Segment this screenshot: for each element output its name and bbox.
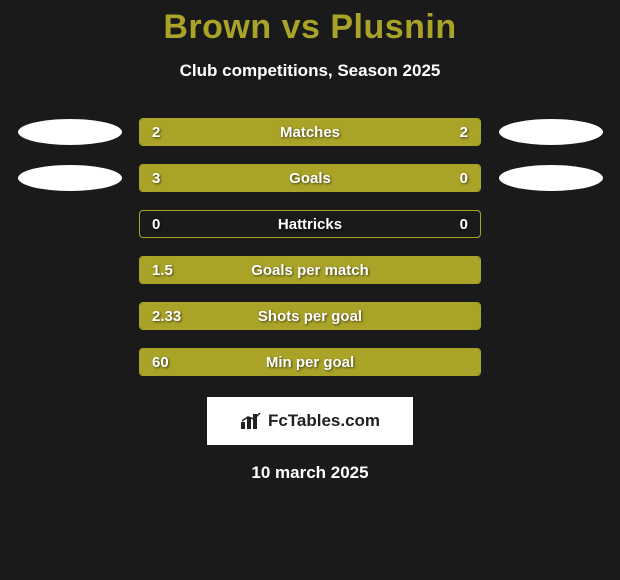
date-label: 10 march 2025 xyxy=(0,463,620,483)
logo-text: FcTables.com xyxy=(268,411,380,431)
bar-col: 2.33Shots per goal xyxy=(139,302,481,330)
stat-row: 22Matches xyxy=(0,109,620,155)
bar-col: 1.5Goals per match xyxy=(139,256,481,284)
bar-col: 00Hattricks xyxy=(139,210,481,238)
bar-col: 30Goals xyxy=(139,164,481,192)
bar-col: 22Matches xyxy=(139,118,481,146)
stat-bar: 2.33Shots per goal xyxy=(139,302,481,330)
stat-bar: 1.5Goals per match xyxy=(139,256,481,284)
avatar-col-left xyxy=(0,119,139,145)
subtitle: Club competitions, Season 2025 xyxy=(0,61,620,81)
player-avatar-left xyxy=(18,119,122,145)
stat-row: 30Goals xyxy=(0,155,620,201)
logo-box[interactable]: FcTables.com xyxy=(207,397,413,445)
avatar-col-left xyxy=(0,165,139,191)
stat-row: 00Hattricks xyxy=(0,201,620,247)
stat-bar: 30Goals xyxy=(139,164,481,192)
stat-row: 1.5Goals per match xyxy=(0,247,620,293)
stat-label: Goals per match xyxy=(140,257,480,284)
player-avatar-left xyxy=(18,165,122,191)
stat-label: Goals xyxy=(140,165,480,192)
chart-icon xyxy=(240,412,262,430)
stat-row: 60Min per goal xyxy=(0,339,620,385)
page-title: Brown vs Plusnin xyxy=(0,8,620,47)
stat-bar: 22Matches xyxy=(139,118,481,146)
stat-row: 2.33Shots per goal xyxy=(0,293,620,339)
avatar-col-right xyxy=(481,165,620,191)
player-avatar-right xyxy=(499,165,603,191)
stat-label: Hattricks xyxy=(140,211,480,238)
stats-container: 22Matches 30Goals 00Hattricks 1.5Goals per … xyxy=(0,109,620,385)
stat-bar: 00Hattricks xyxy=(139,210,481,238)
comparison-widget: Brown vs Plusnin Club competitions, Seas… xyxy=(0,0,620,483)
stat-label: Min per goal xyxy=(140,349,480,376)
stat-bar: 60Min per goal xyxy=(139,348,481,376)
player-avatar-right xyxy=(499,119,603,145)
stat-label: Shots per goal xyxy=(140,303,480,330)
avatar-col-right xyxy=(481,119,620,145)
bar-col: 60Min per goal xyxy=(139,348,481,376)
stat-label: Matches xyxy=(140,119,480,146)
